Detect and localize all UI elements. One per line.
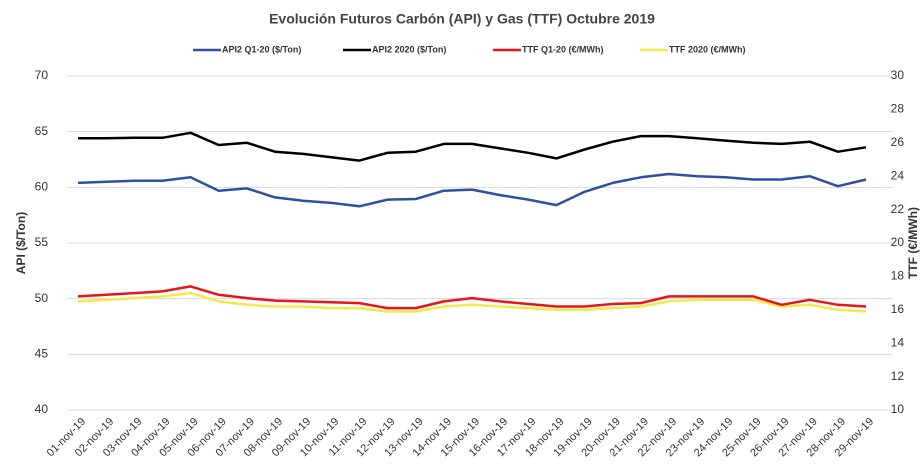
y2-tick-label: 26: [891, 135, 905, 149]
y-tick-label: 65: [35, 124, 49, 138]
legend-label: TTF 2020 (€/MWh): [669, 44, 746, 54]
y-tick-label: 40: [35, 402, 49, 416]
legend-label: API2 2020 ($/Ton): [372, 44, 446, 54]
y2-tick-label: 14: [891, 335, 905, 349]
y-tick-label: 50: [35, 291, 49, 305]
chart-title: Evolución Futuros Carbón (API) y Gas (TT…: [269, 11, 655, 27]
y2-tick-label: 12: [891, 369, 905, 383]
y-axis-title: API ($/Ton): [14, 212, 28, 274]
y-tick-label: 70: [35, 68, 49, 82]
series-line: [77, 172, 867, 208]
y2-tick-label: 24: [891, 168, 905, 182]
series-line: [78, 131, 867, 162]
y-tick-label: 60: [35, 180, 49, 194]
y2-tick-label: 10: [891, 402, 905, 416]
y2-tick-label: 20: [891, 235, 905, 249]
y2-tick-label: 16: [891, 302, 905, 316]
y2-axis-title: TTF (€/MWh): [906, 207, 920, 279]
legend-label: TTF Q1-20 (€/MWh): [522, 44, 604, 54]
series-line: [77, 291, 867, 313]
series-line: [77, 285, 867, 310]
legend-label: API2 Q1-20 ($/Ton): [222, 44, 301, 54]
y-tick-label: 55: [35, 235, 49, 249]
y2-tick-label: 22: [891, 202, 905, 216]
y2-tick-label: 30: [891, 68, 905, 82]
y2-tick-label: 18: [891, 269, 905, 283]
y-tick-label: 45: [35, 347, 49, 361]
y2-tick-label: 28: [891, 102, 905, 116]
